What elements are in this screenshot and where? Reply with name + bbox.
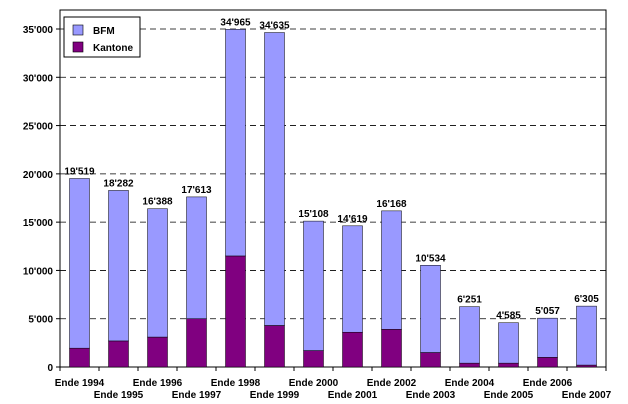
legend-swatch-kantone xyxy=(72,41,84,53)
bar-segment-kantone xyxy=(303,350,324,368)
bar-segment-kantone xyxy=(381,329,402,368)
data-label-total: 6'251 xyxy=(457,295,482,306)
y-tick-label: 15'000 xyxy=(23,218,54,229)
bars xyxy=(69,29,597,368)
bar-segment-bfm xyxy=(498,322,519,364)
y-tick-label: 0 xyxy=(47,363,53,374)
data-label-total: 34'635 xyxy=(259,21,290,32)
x-tick-label: Ende 2006 xyxy=(523,378,573,389)
x-tick-label: Ende 1995 xyxy=(94,390,144,401)
x-tick-label: Ende 2005 xyxy=(484,390,534,401)
data-label-total: 16'388 xyxy=(142,197,173,208)
bar-segment-bfm xyxy=(186,196,207,319)
bar-segment-kantone xyxy=(69,347,90,368)
legend: BFM Kantone xyxy=(63,16,141,58)
bar-segment-bfm xyxy=(459,306,480,364)
x-tick-label: Ende 2003 xyxy=(406,390,456,401)
x-tick-label: Ende 1998 xyxy=(211,378,261,389)
bar-segment-bfm xyxy=(108,190,129,342)
data-label-total: 6'305 xyxy=(574,294,599,305)
bar-segment-bfm xyxy=(537,317,558,358)
data-label-total: 19'519 xyxy=(64,167,95,178)
x-tick-label: Ende 1996 xyxy=(133,378,183,389)
y-tick-label: 10'000 xyxy=(23,266,54,277)
data-label-total: 10'534 xyxy=(415,253,446,264)
data-label-total: 18'282 xyxy=(103,178,134,189)
bar-segment-bfm xyxy=(225,29,246,257)
bar-segment-kantone xyxy=(459,362,480,368)
data-label-total: 17'613 xyxy=(181,185,212,196)
bar-segment-kantone xyxy=(225,255,246,368)
x-tick-label: Ende 1999 xyxy=(250,390,300,401)
data-label-total: 34'965 xyxy=(220,17,251,28)
x-tick-label: Ende 2004 xyxy=(445,378,495,389)
bar-segment-kantone xyxy=(186,318,207,368)
bar-segment-kantone xyxy=(342,331,363,368)
bar-segment-kantone xyxy=(498,362,519,368)
y-tick-label: 35'000 xyxy=(23,25,54,36)
x-tick-label: Ende 2002 xyxy=(367,378,417,389)
y-tick-label: 30'000 xyxy=(23,73,54,84)
bar-segment-kantone xyxy=(264,325,285,368)
bar-segment-kantone xyxy=(420,352,441,368)
bar-segment-kantone xyxy=(537,357,558,368)
data-label-total: 14'619 xyxy=(337,214,368,225)
bar-segment-kantone xyxy=(147,336,168,368)
bar-segment-bfm xyxy=(69,178,90,349)
bar-segment-bfm xyxy=(147,208,168,338)
x-tick-label: Ende 2001 xyxy=(328,390,378,401)
total-labels: 19'519 18'282 16'388 17'613 34'965 34'635 15'1… xyxy=(64,17,599,321)
bar-segment-bfm xyxy=(264,32,285,326)
data-label-total: 16'168 xyxy=(376,199,407,210)
x-tick-label: Ende 2000 xyxy=(289,378,339,389)
data-label-total: 15'108 xyxy=(298,209,329,220)
x-tick-label: Ende 1994 xyxy=(55,378,105,389)
bar-segment-bfm xyxy=(576,305,597,366)
legend-label-bfm: BFM xyxy=(93,26,115,37)
y-tick-label: 20'000 xyxy=(23,170,54,181)
bar-segment-bfm xyxy=(303,220,324,351)
bar-segment-kantone xyxy=(576,364,597,368)
data-label-total: 4'585 xyxy=(496,311,521,322)
plot-frame xyxy=(59,9,607,368)
legend-swatch-bfm xyxy=(72,24,84,36)
bar-segment-bfm xyxy=(420,265,441,353)
x-tick-label: Ende 1997 xyxy=(172,390,222,401)
y-tick-label: 5'000 xyxy=(28,315,53,326)
y-axis: 0 5'000 10'000 15'000 20'000 25'000 30'000 35'0… xyxy=(23,25,60,374)
bar-segment-bfm xyxy=(342,225,363,333)
x-tick-label: Ende 2007 xyxy=(562,390,612,401)
bar-segment-bfm xyxy=(381,210,402,330)
y-tick-label: 25'000 xyxy=(23,122,54,133)
data-label-total: 5'057 xyxy=(535,306,560,317)
gridlines xyxy=(59,9,607,368)
bar-segment-kantone xyxy=(108,340,129,368)
legend-label-kantone: Kantone xyxy=(93,43,133,54)
